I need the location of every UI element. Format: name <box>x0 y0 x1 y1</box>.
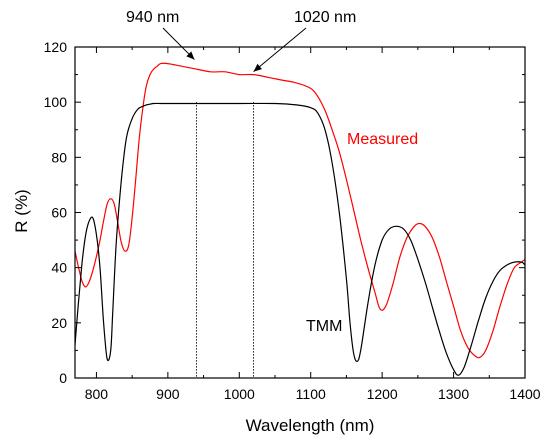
x-tick-label: 1300 <box>438 386 469 402</box>
x-tick-label: 1000 <box>224 386 255 402</box>
series-measured-line <box>75 62 525 359</box>
annotation-layer: 940 nm 1020 nm Measured TMM <box>126 9 418 335</box>
series-layer <box>75 62 525 376</box>
x-tick-label: 1400 <box>509 386 540 402</box>
x-tick-label: 800 <box>85 386 109 402</box>
axes-layer: 800 900 1000 1100 1200 1300 1400 0 20 40 60 80 100 12… <box>44 39 541 402</box>
arrow-940nm-head <box>186 51 195 60</box>
annotation-1020nm: 1020 nm <box>294 9 356 26</box>
x-axis-label: Wavelength (nm) <box>246 416 375 435</box>
y-tick-label: 40 <box>51 260 67 276</box>
y-tick-label: 60 <box>51 205 67 221</box>
y-axis-label: R (%) <box>12 189 31 232</box>
arrow-1020nm-head <box>253 63 262 72</box>
y-tick-label: 120 <box>44 39 68 55</box>
series-tmm-line <box>75 102 525 376</box>
vline-layer <box>195 102 255 378</box>
y-tick-label: 80 <box>51 149 67 165</box>
y-tick-label: 0 <box>59 370 67 386</box>
arrow-1020nm <box>253 27 307 72</box>
label-tmm: TMM <box>306 318 342 335</box>
x-tick-label: 900 <box>156 386 180 402</box>
plot-frame <box>74 46 526 379</box>
annotation-940nm: 940 nm <box>126 9 179 26</box>
y-tick-label: 20 <box>51 315 67 331</box>
label-measured: Measured <box>347 131 418 148</box>
x-tick-label: 1100 <box>296 386 326 402</box>
y-tick-label: 100 <box>44 94 68 110</box>
x-tick-label: 1200 <box>367 386 398 402</box>
